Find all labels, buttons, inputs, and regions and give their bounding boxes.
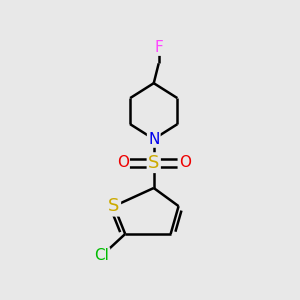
Text: S: S bbox=[108, 197, 120, 215]
Text: N: N bbox=[148, 132, 159, 147]
Text: F: F bbox=[154, 40, 163, 55]
Text: Cl: Cl bbox=[94, 248, 109, 263]
Text: O: O bbox=[179, 155, 191, 170]
Text: O: O bbox=[117, 155, 129, 170]
Text: S: S bbox=[148, 154, 159, 172]
